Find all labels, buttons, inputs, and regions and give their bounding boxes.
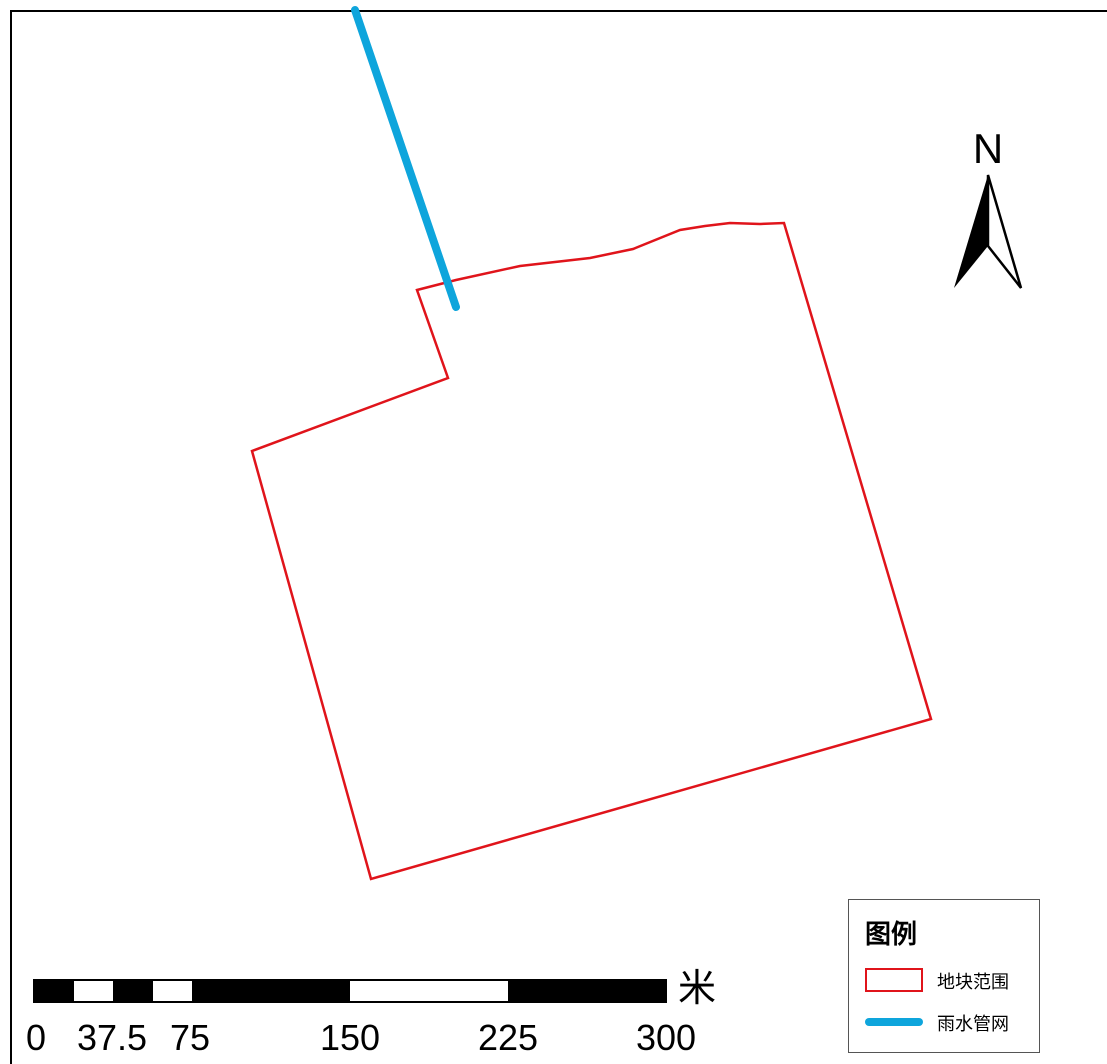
scale-bar-segment-3: [113, 980, 153, 1002]
scale-bar-segment-5: [192, 980, 350, 1002]
scale-tick-label-300: 300: [636, 1017, 696, 1058]
scale-bar-unit: 米: [678, 966, 716, 1010]
north-arrow-right-half: [986, 174, 1023, 289]
scale-tick-label-75: 75: [170, 1017, 210, 1058]
north-arrow: N: [954, 125, 1023, 289]
north-arrow-label: N: [973, 125, 1003, 172]
scale-bar: 米 0 37.5 75 150 225 300: [26, 966, 716, 1058]
scale-tick-label-37-5: 37.5: [77, 1017, 147, 1058]
legend: 图例 地块范围 雨水管网: [848, 899, 1040, 1053]
scale-bar-inner-white-1: [76, 983, 111, 999]
scale-bar-segment-7: [508, 980, 666, 1002]
legend-swatch-parcel-boundary: [865, 968, 923, 992]
legend-label-storm-pipe: 雨水管网: [937, 1014, 1009, 1035]
scale-tick-label-150: 150: [320, 1017, 380, 1058]
scale-tick-label-225: 225: [478, 1017, 538, 1058]
legend-swatch-storm-pipe: [865, 1018, 923, 1026]
north-arrow-left-half: [954, 175, 988, 288]
scale-bar-segment-1: [34, 980, 74, 1002]
legend-label-parcel-boundary: 地块范围: [937, 972, 1009, 993]
map-frame: [10, 10, 1107, 1064]
scale-tick-label-0: 0: [26, 1017, 46, 1058]
legend-item-parcel-boundary[interactable]: 地块范围: [865, 966, 1035, 996]
legend-title: 图例: [865, 920, 918, 950]
legend-item-storm-pipe[interactable]: 雨水管网: [865, 1008, 1035, 1038]
scale-bar-inner-white-3: [352, 983, 506, 999]
parcel-boundary[interactable]: [250, 221, 933, 881]
scale-bar-inner-white-2: [155, 983, 190, 999]
storm-pipe-line[interactable]: [351, 6, 460, 311]
